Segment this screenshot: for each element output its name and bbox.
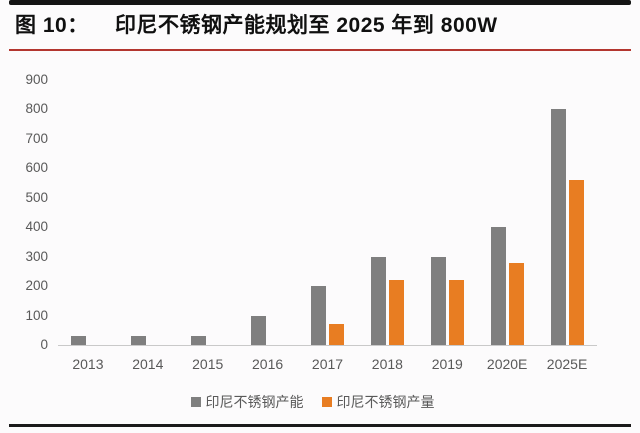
legend-swatch-capacity (190, 397, 201, 407)
bottom-divider (9, 424, 631, 427)
x-axis: 2013 2014 2015 2016 2017 2018 2019 2020E 2025E (58, 356, 597, 376)
bar-production (388, 280, 404, 345)
x-tick-label: 2016 (252, 356, 284, 372)
bar-group (238, 80, 298, 345)
legend-item-capacity: 印尼不锈钢产能 (190, 392, 304, 412)
bar-capacity (251, 315, 267, 345)
bar-production (328, 324, 344, 345)
x-tick-label: 2017 (311, 356, 344, 372)
page-title: 图 10： 印尼不锈钢产能规划至 2025 年到 800W (15, 9, 498, 39)
chart-legend: 印尼不锈钢产能 印尼不锈钢产量 (43, 392, 582, 412)
y-axis: 0 100 200 300 400 500 600 700 800 900 (0, 72, 48, 352)
bar-group (477, 80, 537, 345)
x-tick-label: 2018 (371, 356, 403, 372)
x-tick-label: 2015 (192, 356, 224, 372)
bar-capacity (430, 256, 446, 345)
bar-group (178, 80, 238, 345)
x-tick-label: 2014 (132, 356, 164, 372)
legend-label: 印尼不锈钢产量 (336, 394, 435, 410)
x-tick-label: 2019 (431, 356, 463, 372)
title-underline (9, 49, 631, 51)
y-tick-label: 900 (25, 72, 48, 87)
y-tick-label: 0 (40, 337, 48, 352)
bar-group (537, 80, 597, 345)
x-tick-label: 2025E (546, 356, 588, 372)
y-tick-label: 700 (25, 130, 48, 146)
y-tick-label: 100 (25, 307, 48, 323)
figure-label: 图 10： (15, 14, 89, 37)
y-tick-label: 600 (25, 160, 48, 176)
bar-capacity (370, 256, 386, 345)
bar-group (357, 80, 417, 345)
bar-group (298, 80, 358, 345)
bar-capacity (191, 336, 207, 345)
bar-production (568, 180, 584, 345)
x-tick-label: 2020E (486, 356, 528, 372)
bar-capacity (71, 336, 87, 345)
legend-item-production: 印尼不锈钢产量 (321, 392, 435, 412)
legend-label: 印尼不锈钢产能 (205, 394, 304, 410)
y-tick-label: 400 (25, 219, 48, 235)
bar-capacity (310, 286, 326, 345)
bar-production (448, 280, 464, 345)
bar-capacity (131, 336, 147, 345)
bar-capacity (490, 227, 506, 345)
bar-group (417, 80, 477, 345)
bar-production (508, 262, 524, 345)
bar-group (58, 80, 118, 345)
top-divider (9, 0, 631, 5)
plot-area (58, 80, 597, 346)
x-tick-label: 2013 (72, 356, 104, 372)
y-tick-label: 800 (25, 101, 48, 117)
y-tick-label: 300 (25, 248, 48, 264)
figure-title-text: 印尼不锈钢产能规划至 2025 年到 800W (115, 14, 498, 37)
y-tick-label: 200 (25, 278, 48, 294)
legend-swatch-production (321, 397, 332, 407)
y-tick-label: 500 (25, 189, 48, 205)
bar-group (118, 80, 178, 345)
bar-capacity (550, 109, 566, 345)
